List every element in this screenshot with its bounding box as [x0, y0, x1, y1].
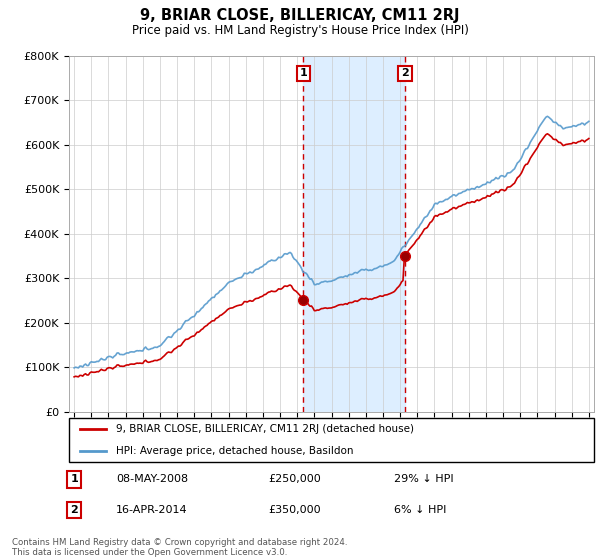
Text: HPI: Average price, detached house, Basildon: HPI: Average price, detached house, Basi…	[116, 446, 354, 456]
Text: Contains HM Land Registry data © Crown copyright and database right 2024.
This d: Contains HM Land Registry data © Crown c…	[12, 538, 347, 557]
Text: 16-APR-2014: 16-APR-2014	[116, 505, 188, 515]
Text: 08-MAY-2008: 08-MAY-2008	[116, 474, 188, 484]
Text: 9, BRIAR CLOSE, BILLERICAY, CM11 2RJ (detached house): 9, BRIAR CLOSE, BILLERICAY, CM11 2RJ (de…	[116, 424, 414, 434]
Text: 1: 1	[299, 68, 307, 78]
Text: £250,000: £250,000	[269, 474, 321, 484]
Text: 1: 1	[70, 474, 78, 484]
Text: 2: 2	[70, 505, 78, 515]
Text: 2: 2	[401, 68, 409, 78]
Text: £350,000: £350,000	[269, 505, 321, 515]
Text: 9, BRIAR CLOSE, BILLERICAY, CM11 2RJ: 9, BRIAR CLOSE, BILLERICAY, CM11 2RJ	[140, 8, 460, 24]
Bar	[303, 56, 405, 412]
Text: 6% ↓ HPI: 6% ↓ HPI	[395, 505, 447, 515]
Text: 29% ↓ HPI: 29% ↓ HPI	[395, 474, 454, 484]
Text: Price paid vs. HM Land Registry's House Price Index (HPI): Price paid vs. HM Land Registry's House …	[131, 24, 469, 37]
